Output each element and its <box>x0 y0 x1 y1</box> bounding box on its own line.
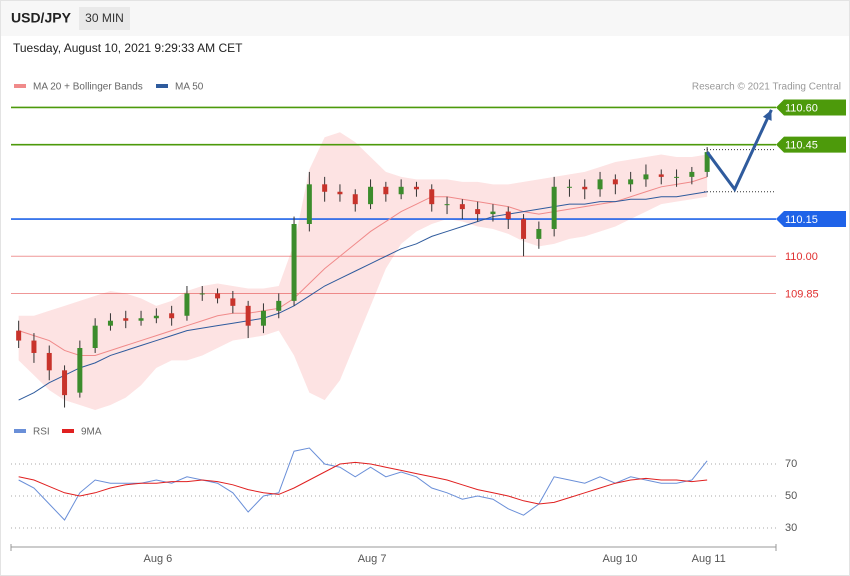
candle-body <box>62 370 68 396</box>
x-tick-label: Aug 6 <box>144 553 173 565</box>
candle-body <box>92 325 98 348</box>
level-tag <box>776 136 846 153</box>
x-tick-label: Aug 11 <box>692 553 726 565</box>
level-label: 110.00 <box>785 251 818 263</box>
level-label: 110.15 <box>785 214 818 226</box>
symbol: USD/JPY <box>11 10 72 26</box>
y-tick-label: 30 <box>785 522 797 534</box>
legend-label: RSI <box>33 427 50 438</box>
candle-body <box>413 186 419 190</box>
candle-body <box>429 189 435 205</box>
candle-body <box>689 171 695 177</box>
credit: Research © 2021 Trading Central <box>692 82 841 93</box>
legend-swatch <box>14 429 26 433</box>
x-tick-label: Aug 7 <box>358 553 387 565</box>
level-label: 110.45 <box>785 140 818 152</box>
candle-body <box>153 315 159 319</box>
candle-body <box>490 211 496 215</box>
candle-body <box>77 348 83 393</box>
timeframe: 30 MIN <box>85 11 124 25</box>
candle-body <box>658 174 664 177</box>
candle-body <box>31 340 37 353</box>
candle-body <box>459 204 465 210</box>
candle-body <box>46 352 52 371</box>
ma-line <box>18 191 708 401</box>
candle-body <box>260 310 266 326</box>
candle-body <box>582 186 588 190</box>
candle-body <box>199 293 205 295</box>
candle-body <box>352 194 358 205</box>
candle-body <box>383 186 389 195</box>
candle-body <box>398 186 404 195</box>
candle-body <box>551 186 557 229</box>
rsi-line <box>18 447 708 521</box>
legend-label: MA 20 + Bollinger Bands <box>33 82 143 93</box>
legend-label: 9MA <box>81 427 102 438</box>
candle-body <box>245 305 251 326</box>
level-label: 109.85 <box>785 288 819 300</box>
candle-body <box>368 186 374 205</box>
candle-body <box>306 184 312 224</box>
candle-body <box>184 293 190 316</box>
candle-body <box>337 191 343 195</box>
ma-line <box>18 176 708 356</box>
timeframe-box <box>79 7 130 30</box>
candle-body <box>291 224 297 301</box>
candle-body <box>643 174 649 180</box>
x-tick-label: Aug 10 <box>603 553 638 565</box>
candle-body <box>123 318 129 321</box>
candle-body <box>704 152 710 172</box>
candle-body <box>536 228 542 239</box>
forecast-path <box>705 109 773 193</box>
timestamp: Tuesday, August 10, 2021 9:29:33 AM CET <box>13 41 243 55</box>
y-tick-label: 70 <box>785 458 797 470</box>
level-label: 110.60 <box>785 102 818 114</box>
candle-body <box>612 179 618 185</box>
legend-swatch <box>14 84 26 88</box>
candle-body <box>521 219 527 239</box>
candle-body <box>276 300 282 311</box>
rsi-line <box>18 461 708 505</box>
candle-body <box>674 176 680 178</box>
candle-body <box>107 320 113 326</box>
legend-swatch <box>62 429 74 433</box>
candle-body <box>475 209 481 215</box>
candle-body <box>505 211 511 220</box>
level-tag <box>776 211 846 228</box>
legend-swatch <box>156 84 168 88</box>
candle-body <box>597 179 603 190</box>
candle-body <box>566 186 572 188</box>
candle-body <box>444 204 450 206</box>
candle-body <box>628 179 634 185</box>
level-tag <box>776 99 846 116</box>
legend-label: MA 50 <box>175 82 204 93</box>
y-tick-label: 50 <box>785 490 797 502</box>
bollinger-band <box>18 132 708 411</box>
forecast-arrowhead <box>762 109 772 121</box>
candle-body <box>215 293 221 299</box>
candle-body <box>322 184 328 192</box>
candle-body <box>230 298 236 306</box>
candle-body <box>138 318 144 321</box>
header-bar <box>1 1 849 36</box>
candle-body <box>16 330 22 341</box>
candle-body <box>169 313 175 319</box>
